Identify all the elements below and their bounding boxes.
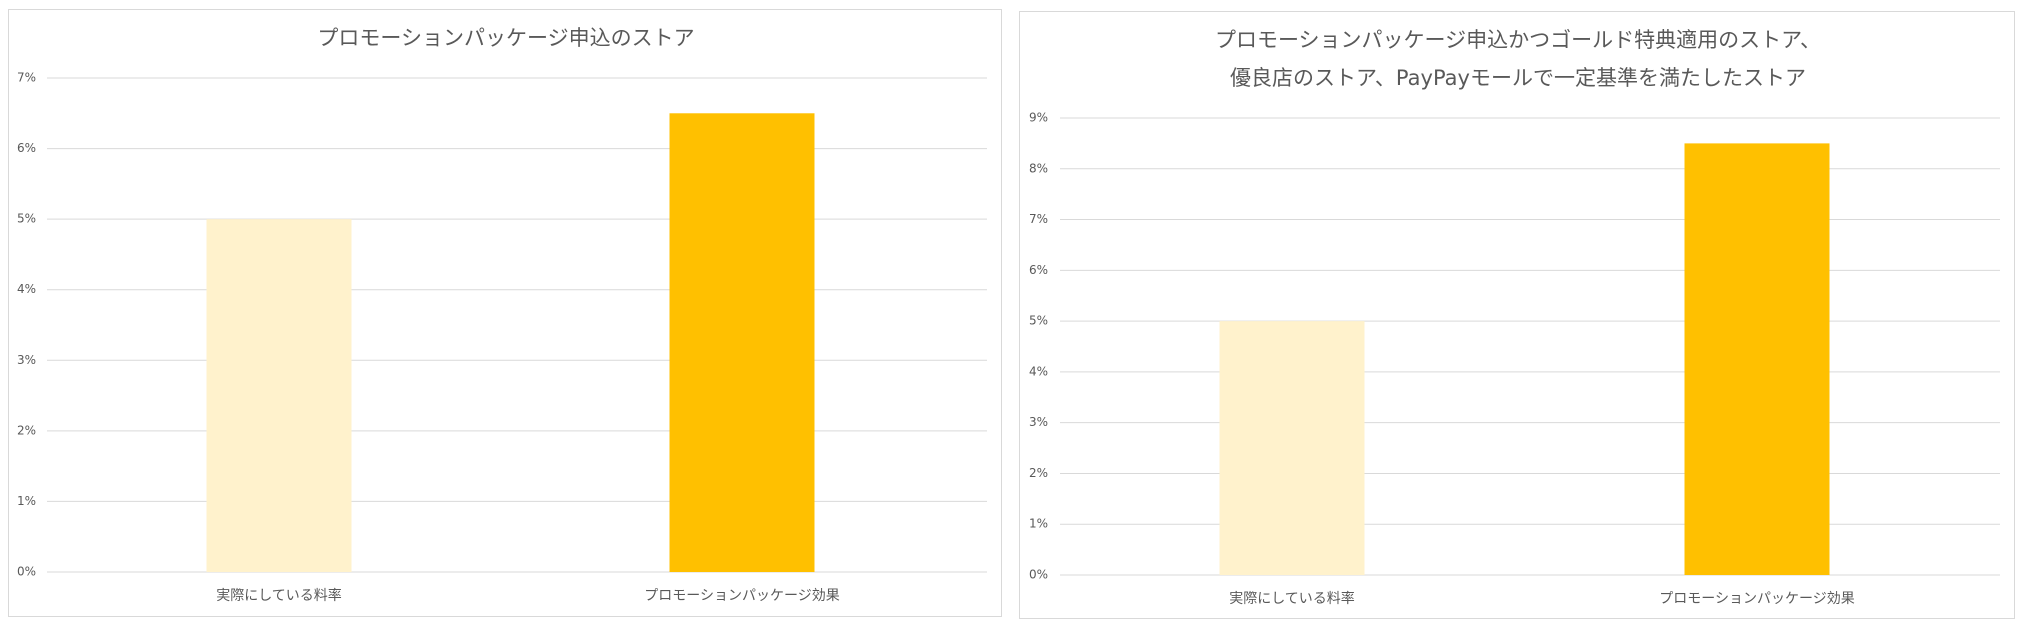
bar: [206, 219, 352, 572]
y-tick-label: 3%: [1029, 415, 1048, 429]
y-tick-label: 1%: [1029, 517, 1048, 531]
y-tick-label: 5%: [1029, 314, 1048, 328]
y-tick-label: 4%: [1029, 364, 1048, 378]
y-tick-label: 0%: [17, 565, 36, 579]
y-tick-label: 3%: [17, 353, 36, 367]
category-label: 実際にしている料率: [1229, 590, 1355, 607]
y-tick-label: 9%: [1029, 111, 1048, 125]
y-tick-label: 5%: [17, 212, 36, 226]
chart-panel-right: プロモーションパッケージ申込かつゴールド特典適用のストア、 優良店のストア、Pay…: [1019, 11, 2015, 619]
bar: [669, 113, 815, 573]
y-tick-label: 4%: [17, 282, 36, 296]
chart-title-line-1: プロモーションパッケージ申込かつゴールド特典適用のストア、: [1215, 28, 1821, 52]
category-label: 実際にしている料率: [216, 587, 342, 604]
y-tick-label: 1%: [17, 494, 36, 508]
y-tick-label: 7%: [17, 71, 36, 85]
y-tick-label: 2%: [17, 423, 36, 437]
category-label: プロモーションパッケージ効果: [644, 588, 839, 604]
chart-svg-right: プロモーションパッケージ申込かつゴールド特典適用のストア、優良店のストア、Pay…: [1029, 28, 2000, 607]
chart-svg-left: プロモーションパッケージ申込のストア 0% 1% 2% 3% 4% 5% 6% 7% 実際にしてい…: [17, 26, 987, 604]
y-tick-label: 7%: [1029, 212, 1048, 226]
chart-panel-left: プロモーションパッケージ申込のストア 0% 1% 2% 3% 4% 5% 6% 7% 実際にしてい…: [8, 9, 1002, 617]
chart-title: プロモーションパッケージ申込のストア: [317, 26, 694, 50]
y-tick-label: 6%: [17, 141, 36, 155]
chart-title-line-2: 優良店のストア、PayPayモールで一定基準を満たしたストア: [1230, 66, 1806, 90]
y-tick-label: 0%: [1029, 568, 1048, 582]
y-tick-label: 2%: [1029, 466, 1048, 480]
category-label: プロモーションパッケージ効果: [1659, 591, 1854, 607]
bar: [1684, 143, 1830, 575]
y-tick-label: 8%: [1029, 161, 1048, 175]
bar: [1219, 321, 1365, 575]
y-tick-label: 6%: [1029, 263, 1048, 277]
